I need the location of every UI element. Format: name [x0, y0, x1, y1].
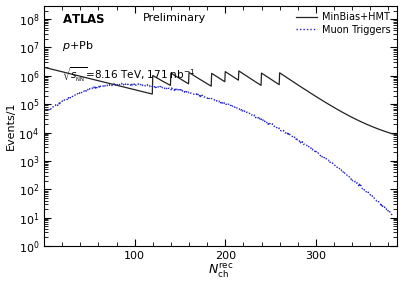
Muon Triggers [109, 83, 114, 86]
Muon Triggers [147, 84, 152, 87]
Muon Triggers [95, 84, 100, 88]
MinBias+HMT [274, 81, 279, 85]
Muon Triggers [119, 82, 124, 85]
MinBias+HMT [255, 81, 260, 84]
Muon Triggers [47, 108, 52, 111]
Text: $\sqrt{s_{_{\mathrm{NN}}}}$=8.16 TeV, 171 nb$^{-1}$: $\sqrt{s_{_{\mathrm{NN}}}}$=8.16 TeV, 17… [62, 66, 195, 84]
Muon Triggers [46, 108, 51, 111]
Legend: MinBias+HMT, Muon Triggers: MinBias+HMT, Muon Triggers [294, 10, 393, 37]
Y-axis label: Events/1: Events/1 [6, 102, 16, 150]
Text: $p$+Pb: $p$+Pb [62, 39, 93, 53]
MinBias+HMT [178, 77, 183, 80]
MinBias+HMT [147, 92, 152, 95]
MinBias+HMT [390, 132, 395, 136]
MinBias+HMT [42, 66, 47, 69]
X-axis label: $N_{\mathrm{ch}}^{\mathrm{rec}}$: $N_{\mathrm{ch}}^{\mathrm{rec}}$ [208, 262, 233, 281]
MinBias+HMT [164, 82, 169, 85]
Text: $\mathit{\bf{ATLAS}}$: $\mathit{\bf{ATLAS}}$ [62, 13, 105, 26]
Line: MinBias+HMT: MinBias+HMT [45, 67, 393, 134]
Muon Triggers [204, 95, 208, 99]
Text: Preliminary: Preliminary [143, 13, 206, 23]
MinBias+HMT [83, 76, 88, 79]
Muon Triggers [95, 86, 100, 89]
Line: Muon Triggers: Muon Triggers [48, 84, 393, 216]
Muon Triggers [390, 214, 395, 218]
